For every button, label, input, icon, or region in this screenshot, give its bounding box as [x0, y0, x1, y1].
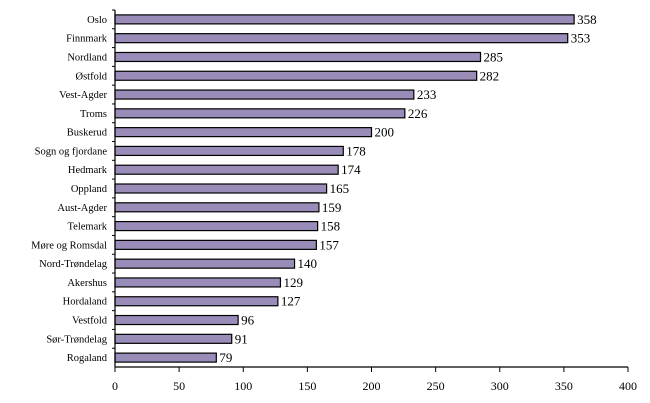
- value-labels: 3583532852822332262001781741651591581571…: [219, 12, 596, 365]
- category-label-telemark: Telemark: [68, 222, 108, 233]
- value-label-buskerud: 200: [375, 125, 395, 140]
- value-label-nordland: 285: [484, 49, 504, 64]
- category-label-nordland: Nordland: [67, 52, 107, 63]
- value-label-troms: 226: [408, 106, 428, 121]
- value-label-oppland: 165: [330, 181, 350, 196]
- bar-more-og-romsdal: [114, 239, 317, 250]
- value-label-rogaland: 79: [219, 350, 232, 365]
- category-label-nord-trondelag: Nord-Trøndelag: [39, 259, 108, 270]
- x-tick-label-100: 100: [234, 379, 252, 393]
- category-label-troms: Troms: [80, 109, 107, 120]
- x-tick-label-150: 150: [298, 379, 316, 393]
- category-label-sogn-og-fjordane: Sogn og fjordane: [35, 146, 108, 157]
- bar-nordland: [114, 51, 482, 63]
- bar-telemark: [114, 220, 319, 232]
- bar-nord-trondelag: [114, 258, 296, 269]
- category-label-akershus: Akershus: [67, 278, 107, 289]
- x-tick-label-250: 250: [427, 379, 445, 393]
- x-tick-label-200: 200: [363, 379, 381, 393]
- value-label-finnmark: 353: [571, 31, 591, 46]
- value-label-hedmark: 174: [341, 162, 361, 177]
- bar-hordaland: [114, 296, 279, 307]
- bar-vest-agder: [114, 89, 415, 100]
- value-label-akershus: 129: [283, 275, 303, 290]
- value-label-sogn-og-fjordane: 178: [346, 143, 366, 158]
- category-label-vestfold: Vestfold: [72, 316, 108, 327]
- value-label-aust-agder: 159: [322, 200, 342, 215]
- bar-oppland: [114, 183, 328, 194]
- bar-rogaland: [114, 352, 217, 363]
- value-label-more-og-romsdal: 157: [319, 237, 339, 252]
- value-label-ostfold: 282: [480, 68, 500, 83]
- value-label-vest-agder: 233: [417, 87, 437, 102]
- bar-akershus: [114, 277, 282, 288]
- value-label-telemark: 158: [321, 219, 341, 234]
- category-label-hedmark: Hedmark: [68, 165, 108, 176]
- value-label-oslo: 358: [577, 12, 597, 27]
- category-labels: Oslo Finnmark Nordland Østfold Vest-Agder Tro…: [31, 15, 108, 364]
- x-tick-label-400: 400: [619, 379, 637, 393]
- x-tick-label-350: 350: [555, 379, 573, 393]
- value-label-vestfold: 96: [241, 313, 255, 328]
- bar-troms: [114, 108, 406, 119]
- bar-finnmark: [114, 33, 569, 44]
- category-label-rogaland: Rogaland: [67, 353, 108, 364]
- value-label-sor-trondelag: 91: [235, 331, 248, 346]
- x-axis-ticks: 0 50 100 150 200 250 300 350 400: [112, 367, 637, 393]
- value-label-hordaland: 127: [281, 294, 301, 309]
- category-label-oppland: Oppland: [71, 184, 108, 195]
- bar-sogn-og-fjordane: [114, 145, 344, 157]
- value-label-nord-trondelag: 140: [298, 256, 318, 271]
- category-label-more-og-romsdal: Møre og Romsdal: [31, 240, 107, 251]
- category-label-finnmark: Finnmark: [66, 34, 108, 45]
- category-label-oslo: Oslo: [87, 15, 107, 26]
- category-label-sor-trondelag: Sør-Trøndelag: [46, 334, 107, 345]
- bar-aust-agder: [114, 202, 320, 213]
- bar-buskerud: [114, 127, 373, 138]
- x-tick-label-300: 300: [491, 379, 509, 393]
- category-label-ostfold: Østfold: [76, 71, 108, 82]
- bar-ostfold: [114, 70, 478, 81]
- bar-sor-trondelag: [114, 333, 233, 344]
- bars-group: [114, 14, 575, 363]
- bar-vestfold: [114, 314, 239, 326]
- category-label-buskerud: Buskerud: [67, 128, 108, 139]
- bar-oslo: [114, 14, 575, 25]
- bar-hedmark: [114, 164, 339, 175]
- x-tick-label-0: 0: [112, 379, 118, 393]
- category-label-aust-agder: Aust-Agder: [57, 203, 107, 214]
- x-tick-label-50: 50: [173, 379, 185, 393]
- category-label-hordaland: Hordaland: [63, 297, 108, 308]
- category-label-vest-agder: Vest-Agder: [59, 90, 107, 101]
